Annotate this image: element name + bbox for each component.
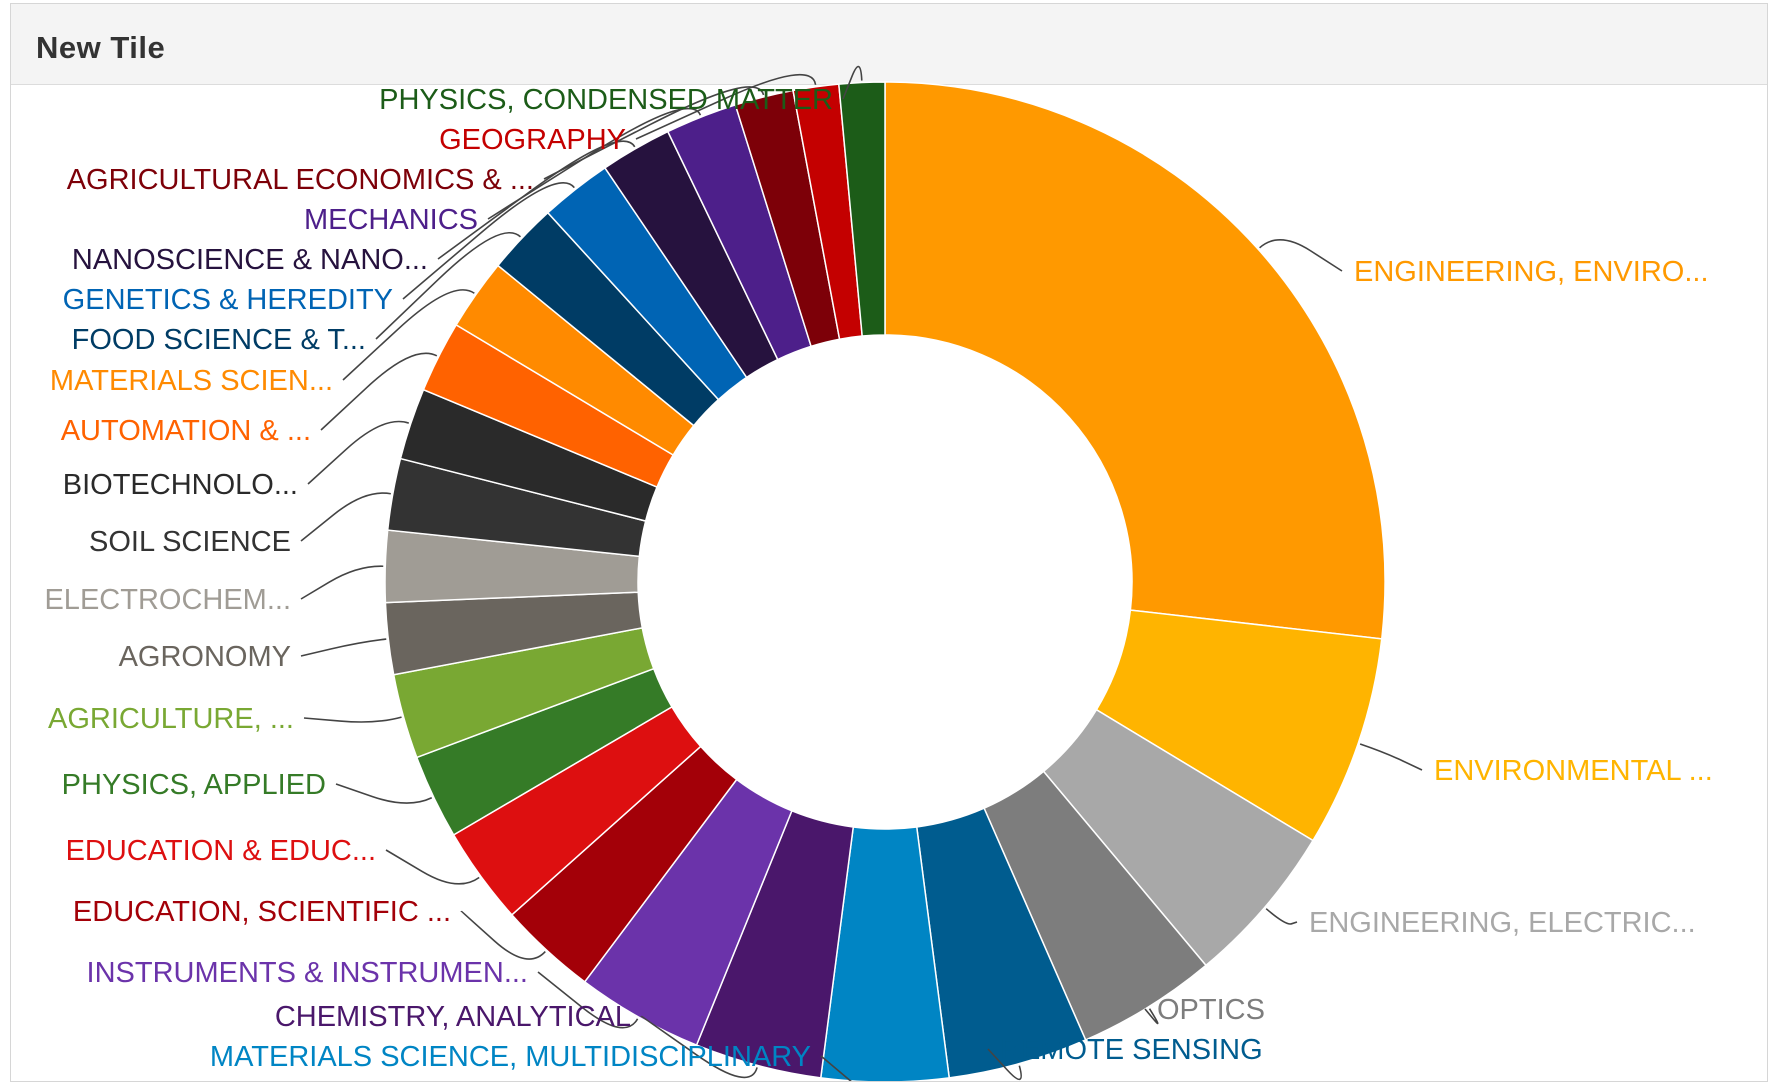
- label-mechanics: MECHANICS: [304, 204, 478, 236]
- leader-line-soil-science: [300, 492, 391, 542]
- slices-layer: [384, 81, 1386, 1081]
- leader-line-materials-science-multidisciplinary: [820, 1055, 852, 1081]
- leader-line-engineering-electric: [1265, 908, 1298, 925]
- label-environmental: ENVIRONMENTAL ...: [1434, 755, 1713, 787]
- labels-layer: ENGINEERING, ENVIRO... ENVIRONMENTAL ... E…: [44, 84, 1712, 1073]
- label-optics: OPTICS: [1157, 994, 1265, 1026]
- label-agronomy: AGRONOMY: [119, 641, 291, 673]
- label-geography: GEOGRAPHY: [439, 124, 626, 156]
- label-education-scientific: EDUCATION, SCIENTIFIC ...: [73, 896, 451, 928]
- leader-line-remote-sensing: [987, 1048, 1022, 1081]
- label-automation: AUTOMATION & ...: [61, 415, 311, 447]
- label-physics-applied: PHYSICS, APPLIED: [62, 769, 326, 801]
- label-nanoscience-nano: NANOSCIENCE & NANO...: [72, 244, 428, 276]
- leader-line-agronomy: [300, 638, 387, 657]
- donut-chart: ENGINEERING, ENVIRO... ENVIRONMENTAL ... E…: [44, 65, 1713, 1081]
- leader-line-environmental: [1359, 743, 1423, 771]
- leader-line-education-scientific: [460, 910, 546, 960]
- tile-header: New Tile: [11, 4, 1767, 85]
- label-biotechnolo: BIOTECHNOLO...: [63, 469, 298, 501]
- leader-line-physics-applied: [335, 783, 433, 804]
- chart-tile: New Tile ENGINEERING, ENVIRO... ENVIRONME…: [10, 3, 1768, 1082]
- leader-line-food-science-t: [375, 232, 522, 340]
- slice-engineering-enviro[interactable]: [884, 81, 1386, 640]
- leader-line-electrochem: [300, 565, 384, 600]
- leader-line-physics-condensed-matter: [842, 65, 863, 100]
- leader-line-materials-scien: [342, 289, 475, 381]
- label-electrochem: ELECTROCHEM...: [44, 584, 291, 616]
- slice-physics-condensed-matter[interactable]: [838, 81, 886, 337]
- leader-lines-layer: [300, 65, 1423, 1081]
- label-education-educ: EDUCATION & EDUC...: [66, 835, 376, 867]
- label-physics-condensed-matter: PHYSICS, CONDENSED MATTER: [379, 84, 833, 116]
- label-instruments-instrumen: INSTRUMENTS & INSTRUMEN...: [87, 957, 528, 989]
- tile-title: New Tile: [36, 30, 166, 65]
- leader-line-instruments-instrumen: [537, 971, 639, 1029]
- leader-line-optics: [1144, 1008, 1159, 1025]
- label-food-science-t: FOOD SCIENCE & T...: [72, 324, 366, 356]
- leader-line-chemistry-analytical: [640, 1015, 758, 1079]
- leader-line-biotechnolo: [307, 420, 410, 485]
- label-materials-scien: MATERIALS SCIEN...: [50, 365, 333, 397]
- label-remote-sensing: REMOTE SENSING: [1000, 1034, 1263, 1066]
- label-genetics-heredity: GENETICS & HEREDITY: [63, 284, 393, 316]
- leader-line-agriculture: [303, 716, 402, 723]
- leader-line-engineering-enviro: [1259, 239, 1343, 272]
- leader-line-education-educ: [385, 849, 480, 885]
- label-engineering-electric: ENGINEERING, ELECTRIC...: [1309, 907, 1696, 939]
- label-agriculture: AGRICULTURE, ...: [48, 703, 294, 735]
- label-engineering-enviro: ENGINEERING, ENVIRO...: [1354, 256, 1709, 288]
- label-materials-science-multidisciplinary: MATERIALS SCIENCE, MULTIDISCIPLINARY: [210, 1041, 811, 1073]
- leader-line-genetics-heredity: [402, 182, 575, 300]
- label-chemistry-analytical: CHEMISTRY, ANALYTICAL: [275, 1001, 631, 1033]
- leader-line-geography: [635, 73, 817, 140]
- leader-line-automation: [320, 352, 438, 431]
- label-soil-science: SOIL SCIENCE: [89, 526, 291, 558]
- label-agricultural-economics: AGRICULTURAL ECONOMICS & ...: [67, 164, 534, 196]
